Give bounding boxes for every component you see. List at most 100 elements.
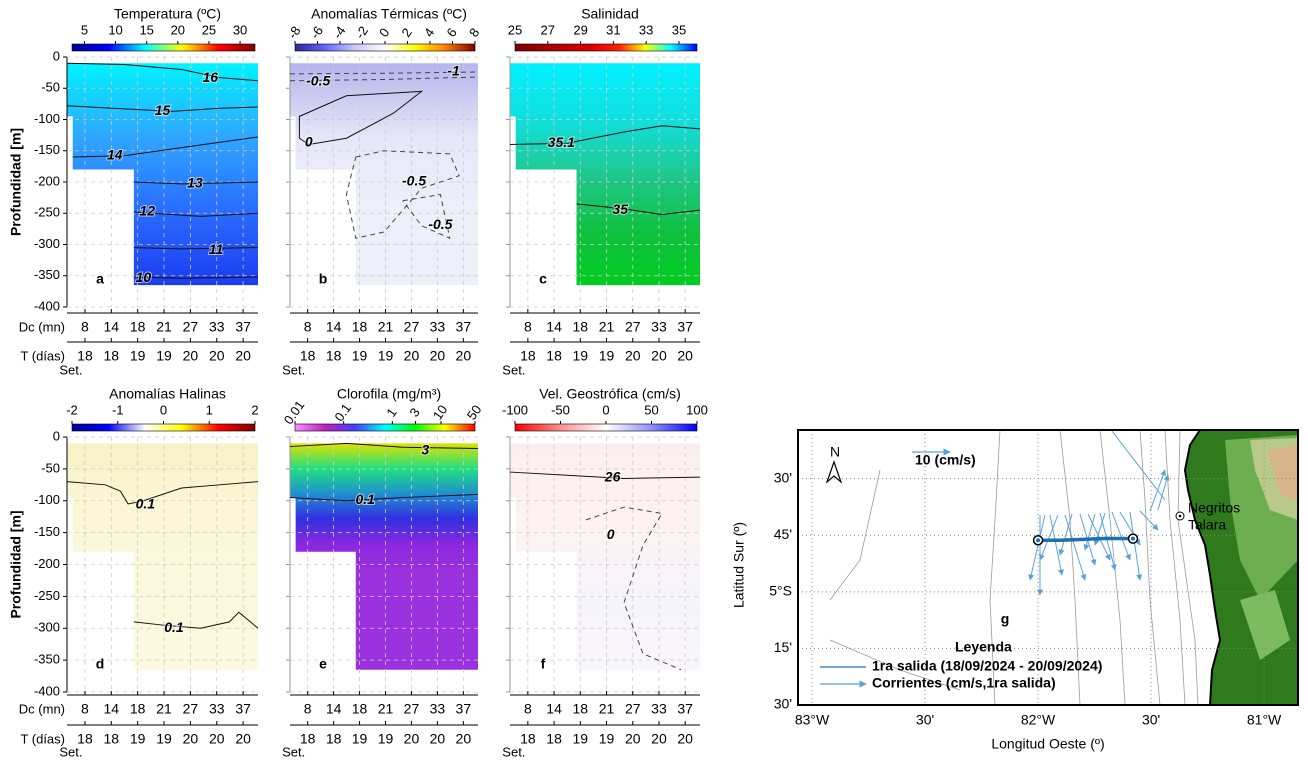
y-tick-label: 0 — [53, 48, 60, 63]
x2-tick-label: 20 — [183, 731, 199, 747]
y-tick-label: 30' — [774, 696, 792, 712]
x2-note: Set. — [502, 744, 525, 759]
panel-letter: b — [319, 271, 328, 287]
north-label: N — [830, 444, 840, 460]
colorbar-tick-label: 1 — [206, 402, 213, 417]
x-tick-label: 8 — [524, 701, 532, 717]
contour-label: 0 — [305, 133, 313, 149]
contour-label: 12 — [139, 203, 155, 219]
colorbar-tick-label: -4 — [330, 23, 349, 41]
contour-label: -0.5 — [402, 173, 426, 189]
colorbar-tick-label: 6 — [443, 25, 459, 40]
x-tick-label: 21 — [599, 319, 615, 335]
x-tick-label: 18 — [352, 701, 368, 717]
contour-label: 16 — [202, 69, 218, 85]
colorbar-tick-label: 15 — [139, 22, 153, 37]
x-tick-label: 14 — [546, 701, 562, 717]
colorbar-tick-label: 2 — [251, 402, 258, 417]
x2-tick-label: 19 — [130, 731, 146, 747]
y-tick-label: -300 — [34, 620, 60, 635]
colorbar-tick-label: -100 — [502, 402, 528, 417]
x-tick-label: 8 — [304, 701, 312, 717]
x-tick-label: 27 — [183, 319, 199, 335]
x2-tick-label: 18 — [546, 348, 562, 364]
panel-title: Temperatura (ºC) — [114, 6, 221, 22]
panel-title: Clorofila (mg/m³) — [337, 386, 441, 402]
colorbar-tick-label: 25 — [202, 22, 216, 37]
x-tick-label: 18 — [573, 319, 589, 335]
section-field — [290, 443, 478, 669]
x2-tick-label: 20 — [209, 731, 225, 747]
section-field — [67, 443, 258, 669]
colorbar — [295, 44, 475, 51]
x2-tick-label: 18 — [546, 731, 562, 747]
contour-label: -1 — [447, 63, 460, 79]
y-axis-label: Profundidad [m] — [8, 128, 24, 236]
y-tick-label: 15' — [774, 639, 792, 655]
colorbar — [515, 424, 697, 431]
y-tick-label: -250 — [34, 588, 60, 603]
x-tick-label: 27 — [625, 319, 641, 335]
colorbar-tick-label: -2 — [352, 23, 371, 41]
colorbar-tick-label: 5 — [81, 22, 88, 37]
y-tick-label: -50 — [41, 80, 60, 95]
colorbar-tick-label: 10 — [108, 22, 122, 37]
y-tick-label: 0 — [53, 428, 60, 443]
x-tick-label: 83°W — [795, 712, 830, 728]
colorbar-tick-label: 2 — [398, 25, 414, 40]
colorbar — [295, 424, 475, 431]
x-tick-label: 27 — [183, 701, 199, 717]
x-tick-label: 8 — [524, 319, 532, 335]
colorbar-tick-label: -2 — [66, 402, 78, 417]
x2-tick-label: 18 — [104, 348, 120, 364]
x2-tick-label: 19 — [130, 348, 146, 364]
x-tick-label: 30' — [1142, 712, 1160, 728]
figure: 0-50-100-150-200-250-300-350-400Profundi… — [0, 0, 1308, 761]
x2-tick-label: 19 — [378, 731, 394, 747]
colorbar-tick-label: 10 — [430, 402, 451, 422]
x2-tick-label: 20 — [651, 731, 667, 747]
x-tick-label: 18 — [130, 319, 146, 335]
x2-axis-label: T (días) — [20, 731, 65, 746]
colorbar-tick-label: -6 — [307, 23, 326, 41]
contour-label: -0.5 — [306, 73, 330, 89]
x2-tick-label: 20 — [430, 348, 446, 364]
x-tick-label: 37 — [677, 319, 693, 335]
x2-tick-label: 20 — [677, 348, 693, 364]
scale-label: 10 (cm/s) — [915, 452, 976, 468]
x2-tick-label: 20 — [235, 348, 251, 364]
x2-tick-label: 19 — [573, 348, 589, 364]
colorbar-tick-label: 33 — [639, 22, 653, 37]
contour-label: 0 — [607, 526, 615, 542]
x2-tick-label: 20 — [183, 348, 199, 364]
contour-label: -0.5 — [428, 216, 452, 232]
x2-tick-label: 18 — [520, 348, 536, 364]
colorbar-tick-label: 29 — [573, 22, 587, 37]
x-tick-label: 37 — [456, 701, 472, 717]
x-axis-label: Longitud Oeste (º) — [991, 736, 1104, 752]
x-tick-label: 14 — [326, 701, 342, 717]
y-tick-label: -150 — [34, 142, 60, 157]
x2-tick-label: 20 — [456, 731, 472, 747]
x2-tick-label: 20 — [235, 731, 251, 747]
x-tick-label: 33 — [209, 701, 225, 717]
x2-tick-label: 19 — [599, 731, 615, 747]
contour-label: 3 — [421, 442, 429, 458]
x-tick-label: 81°W — [1247, 712, 1282, 728]
x-tick-label: 30' — [916, 712, 934, 728]
x-tick-label: 18 — [130, 701, 146, 717]
x-tick-label: 21 — [378, 701, 394, 717]
x-axis-label: Dc (mn) — [19, 701, 65, 716]
x2-axis-label: T (días) — [20, 348, 65, 363]
panel-title: Anomalías Halinas — [109, 386, 226, 402]
x2-tick-label: 18 — [300, 348, 316, 364]
x-tick-label: 33 — [430, 701, 446, 717]
panel-letter: g — [1001, 611, 1010, 627]
x-tick-label: 21 — [156, 319, 172, 335]
colorbar-tick-label: -1 — [112, 402, 124, 417]
x-tick-label: 37 — [235, 701, 251, 717]
y-axis-label: Latitud Sur (º) — [731, 522, 747, 608]
colorbar-tick-label: 1 — [383, 405, 399, 420]
contour-label: 0.1 — [164, 619, 184, 635]
x2-note: Set. — [59, 744, 82, 759]
